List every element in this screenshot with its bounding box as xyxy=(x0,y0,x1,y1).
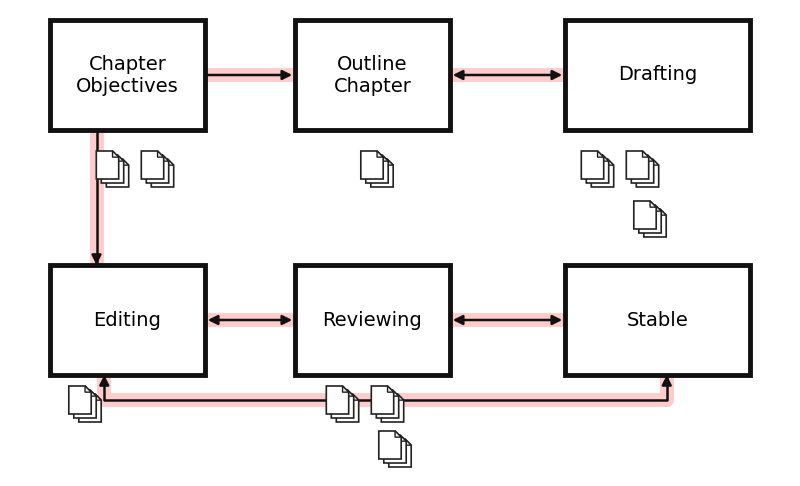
Polygon shape xyxy=(146,155,169,183)
Polygon shape xyxy=(602,155,609,161)
Polygon shape xyxy=(371,159,394,187)
Polygon shape xyxy=(347,390,354,396)
Text: Stable: Stable xyxy=(626,311,688,330)
FancyBboxPatch shape xyxy=(295,20,450,130)
Polygon shape xyxy=(642,151,649,157)
Polygon shape xyxy=(653,159,658,165)
Polygon shape xyxy=(607,159,614,165)
Polygon shape xyxy=(638,205,661,233)
Polygon shape xyxy=(142,151,164,179)
Polygon shape xyxy=(591,159,614,187)
Polygon shape xyxy=(626,151,649,179)
Polygon shape xyxy=(336,394,358,422)
Polygon shape xyxy=(167,159,174,165)
Polygon shape xyxy=(405,439,411,445)
Polygon shape xyxy=(382,394,404,422)
Polygon shape xyxy=(647,155,654,161)
Polygon shape xyxy=(366,155,388,183)
Polygon shape xyxy=(326,386,349,414)
Polygon shape xyxy=(113,151,118,157)
FancyBboxPatch shape xyxy=(295,265,450,375)
Polygon shape xyxy=(162,155,169,161)
Polygon shape xyxy=(371,386,394,414)
Polygon shape xyxy=(634,201,656,229)
Polygon shape xyxy=(74,390,96,418)
Polygon shape xyxy=(382,155,388,161)
Polygon shape xyxy=(395,431,401,437)
Polygon shape xyxy=(377,151,383,157)
Polygon shape xyxy=(151,159,174,187)
Polygon shape xyxy=(400,435,406,441)
Polygon shape xyxy=(95,394,101,400)
Polygon shape xyxy=(122,159,129,165)
Text: Drafting: Drafting xyxy=(618,66,697,85)
Polygon shape xyxy=(342,386,349,392)
Polygon shape xyxy=(69,386,91,414)
Polygon shape xyxy=(582,151,604,179)
FancyBboxPatch shape xyxy=(50,265,205,375)
Text: Editing: Editing xyxy=(94,311,162,330)
Polygon shape xyxy=(586,155,609,183)
Polygon shape xyxy=(598,151,604,157)
Polygon shape xyxy=(379,431,401,459)
Polygon shape xyxy=(102,155,124,183)
Polygon shape xyxy=(85,386,91,392)
Polygon shape xyxy=(387,159,394,165)
Text: Outline
Chapter: Outline Chapter xyxy=(334,54,411,96)
Polygon shape xyxy=(660,209,666,215)
Polygon shape xyxy=(655,205,661,211)
Polygon shape xyxy=(78,394,101,422)
Polygon shape xyxy=(353,394,358,400)
Polygon shape xyxy=(96,151,118,179)
Polygon shape xyxy=(331,390,354,418)
Polygon shape xyxy=(636,159,658,187)
FancyBboxPatch shape xyxy=(50,20,205,130)
Polygon shape xyxy=(389,439,411,467)
FancyBboxPatch shape xyxy=(565,265,750,375)
Polygon shape xyxy=(393,390,398,396)
Text: Chapter
Objectives: Chapter Objectives xyxy=(76,54,179,96)
Polygon shape xyxy=(398,394,404,400)
Polygon shape xyxy=(118,155,124,161)
Polygon shape xyxy=(650,201,656,207)
Polygon shape xyxy=(631,155,654,183)
Polygon shape xyxy=(158,151,164,157)
Polygon shape xyxy=(361,151,383,179)
Polygon shape xyxy=(90,390,96,396)
Polygon shape xyxy=(106,159,129,187)
Polygon shape xyxy=(384,435,406,463)
FancyBboxPatch shape xyxy=(565,20,750,130)
Polygon shape xyxy=(387,386,394,392)
Text: Reviewing: Reviewing xyxy=(322,311,422,330)
Polygon shape xyxy=(376,390,398,418)
Polygon shape xyxy=(644,209,666,237)
